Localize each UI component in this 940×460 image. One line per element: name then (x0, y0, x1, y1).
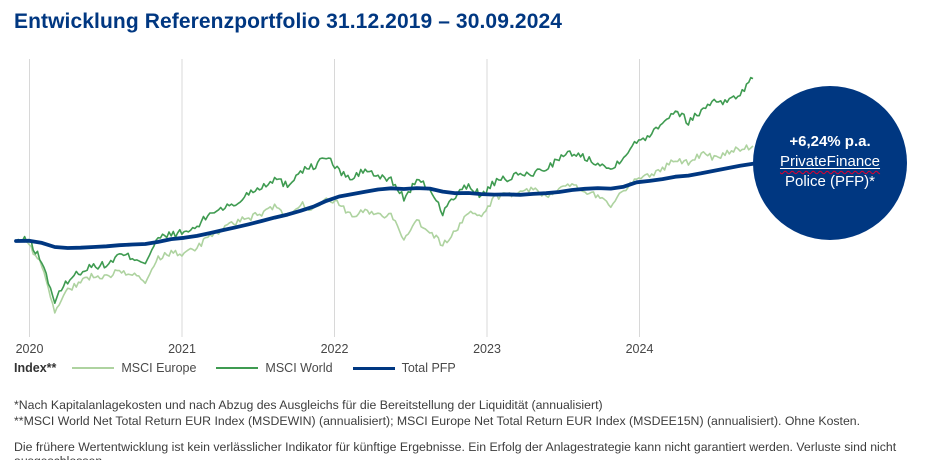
legend-label-msci-europe: MSCI Europe (121, 361, 197, 375)
legend-item-total-pfp: Total PFP (352, 361, 456, 375)
legend-label-msci-world: MSCI World (265, 361, 333, 375)
performance-badge: +6,24% p.a. PrivateFinance Police (PFP)* (753, 86, 907, 240)
badge-return-value: +6,24% p.a. (789, 133, 871, 150)
svg-text:2022: 2022 (321, 342, 349, 356)
badge-product-name: PrivateFinance (753, 152, 907, 172)
msci-europe-line-swatch (72, 367, 115, 369)
svg-text:2023: 2023 (473, 342, 501, 356)
svg-text:2020: 2020 (16, 342, 44, 356)
chart-legend: Index** MSCI Europe MSCI World Total PFP (14, 361, 476, 375)
msci-world-line-swatch (216, 367, 259, 369)
total-pfp-line-swatch (352, 366, 395, 370)
svg-text:2021: 2021 (168, 342, 196, 356)
performance-line-chart: 2020 2021 2022 2023 2024 (14, 59, 755, 356)
footnotes: *Nach Kapitalanlagekosten und nach Abzug… (14, 398, 934, 429)
badge-product-name-text: PrivateFinance (779, 153, 881, 170)
footnote-1: *Nach Kapitalanlagekosten und nach Abzug… (14, 398, 603, 412)
disclaimer-text: Die frühere Wertentwicklung ist kein ver… (14, 440, 897, 460)
footnote-2: **MSCI World Net Total Return EUR Index … (14, 413, 861, 428)
legend-item-msci-world: MSCI World (216, 361, 333, 375)
legend-item-msci-europe: MSCI Europe (72, 361, 196, 375)
legend-label-total-pfp: Total PFP (401, 361, 456, 375)
svg-text:2024: 2024 (626, 342, 654, 356)
page-title: Entwicklung Referenzportfolio 31.12.2019… (14, 10, 563, 33)
legend-title: Index** (14, 361, 57, 375)
badge-product-suffix: Police (PFP)* (784, 173, 876, 190)
